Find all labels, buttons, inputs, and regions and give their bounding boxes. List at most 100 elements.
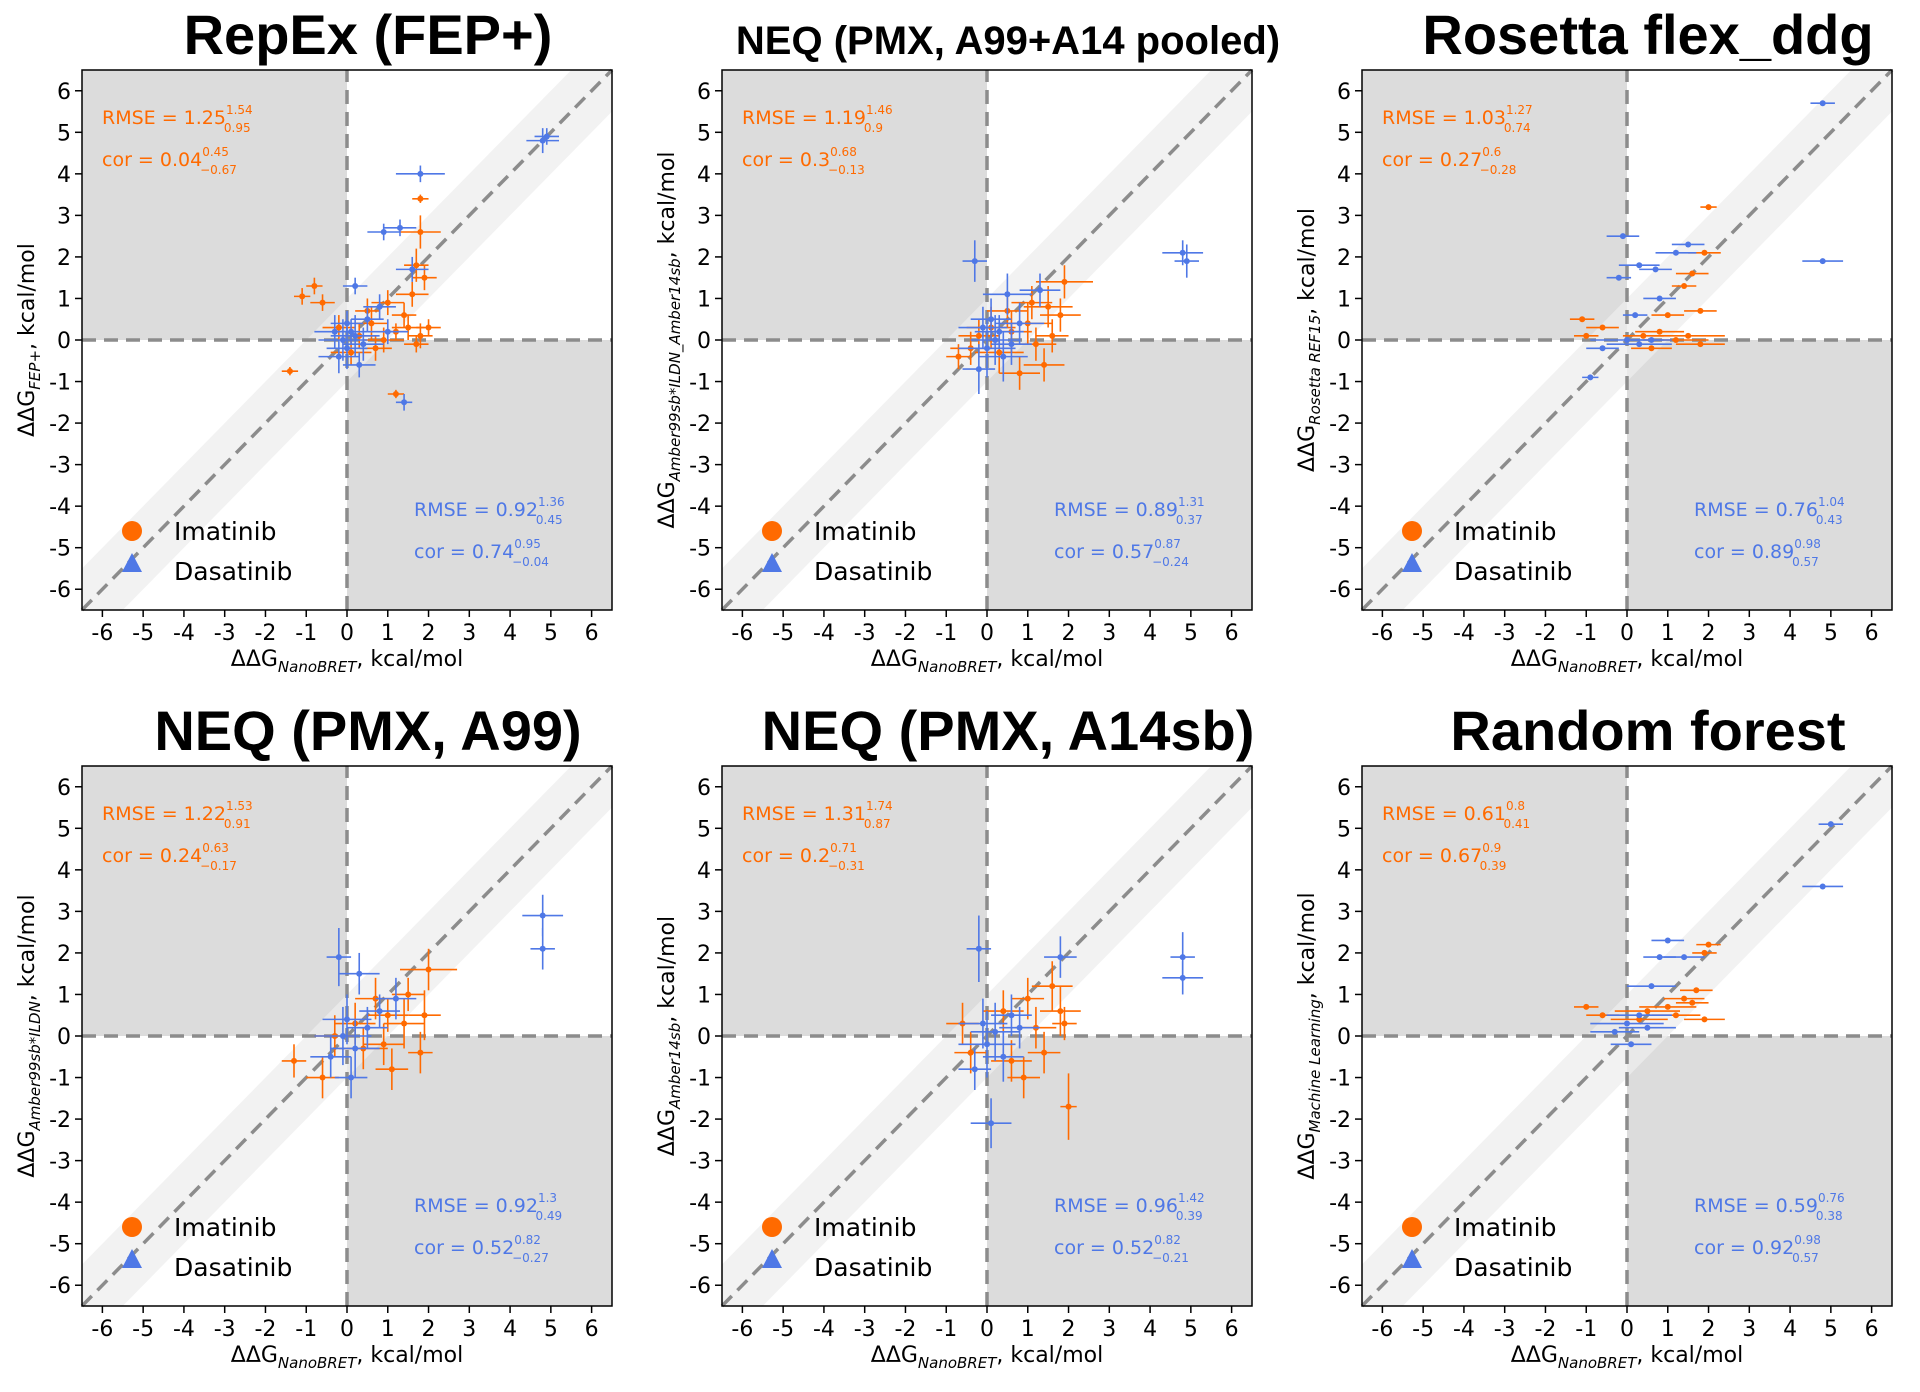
data-point	[306, 277, 323, 295]
quadrant-shade	[1362, 70, 1627, 340]
data-point	[954, 1031, 987, 1074]
point-marker	[1644, 1024, 1651, 1031]
data-point	[1671, 283, 1697, 289]
point-marker	[1061, 1020, 1068, 1027]
panel-repex: RepEx (FEP+) -6 -6 -5 -5 -4 -4 -3 -3 -2 -2 -1 -1 0 0 1 1…	[0, 0, 640, 696]
x-tick-label: 0	[340, 621, 354, 646]
data-point	[1618, 262, 1660, 269]
point-marker	[409, 266, 416, 273]
point-marker	[1819, 258, 1826, 265]
point-marker	[1632, 312, 1639, 319]
point-marker	[286, 368, 293, 375]
dasatinib-rmse: RMSE = 0.590.76 0.38	[1694, 1191, 1845, 1223]
series-imatinib	[1569, 204, 1725, 352]
point-marker	[335, 954, 342, 961]
data-point	[970, 298, 1012, 340]
point-marker	[967, 1049, 974, 1056]
y-tick-label: 0	[697, 1025, 711, 1050]
data-point	[1162, 961, 1204, 995]
quadrant-shade	[347, 340, 612, 610]
data-point	[294, 288, 311, 305]
point-marker	[975, 945, 982, 952]
y-tick-label: -5	[689, 537, 711, 562]
data-point	[1651, 312, 1685, 319]
y-tick-label: 6	[1337, 80, 1351, 105]
x-tick-label: -2	[894, 621, 916, 646]
x-tick-label: -1	[935, 621, 957, 646]
x-tick-label: 2	[422, 621, 436, 646]
point-marker	[1685, 332, 1692, 339]
data-point	[1651, 937, 1685, 944]
point-marker	[1652, 266, 1659, 273]
data-point	[318, 340, 360, 374]
data-point	[958, 1011, 1016, 1078]
point-marker	[384, 299, 391, 306]
x-tick-label: 5	[1184, 621, 1198, 646]
y-tick-label: -3	[689, 1150, 711, 1175]
point-marker	[1664, 1003, 1671, 1010]
point-marker	[1041, 1049, 1048, 1056]
dasatinib-rmse: RMSE = 0.921.3 0.49	[414, 1191, 562, 1223]
x-tick-label: -6	[1371, 1317, 1393, 1342]
data-point	[1574, 332, 1599, 339]
point-marker	[996, 328, 1003, 335]
point-marker	[348, 349, 355, 356]
point-marker	[1701, 1016, 1708, 1023]
quadrant-shade	[987, 1036, 1252, 1306]
point-marker	[364, 1024, 371, 1031]
y-tick-label: 4	[1337, 163, 1351, 188]
data-point	[1019, 273, 1061, 307]
x-tick-label: 3	[1102, 621, 1116, 646]
dasatinib-rmse: RMSE = 0.761.04 0.43	[1694, 495, 1845, 527]
data-point	[991, 994, 1032, 1036]
data-point	[367, 223, 400, 241]
x-tick-label: -4	[1453, 621, 1475, 646]
y-tick-label: 4	[57, 859, 71, 884]
y-tick-label: -3	[1329, 1150, 1351, 1175]
x-tick-label: 1	[1661, 621, 1675, 646]
y-axis-title: ΔΔGAmber99sb*ILDN_Amber14sb, kcal/mol	[655, 152, 685, 529]
chart-title: NEQ (PMX, A99+A14 pooled)	[736, 19, 1280, 63]
point-marker	[971, 258, 978, 265]
y-axis-title: ΔΔGMachine Learning, kcal/mol	[1295, 892, 1324, 1179]
panel-svg: NEQ (PMX, A99) -6 -6 -5 -5 -4 -4 -3 -3 -2 -2 -1 -1 0 0…	[15, 699, 614, 1372]
y-tick-label: -2	[689, 412, 711, 437]
x-tick-label: 2	[1702, 1317, 1716, 1342]
point-marker	[1599, 1012, 1606, 1019]
point-marker	[1016, 1024, 1023, 1031]
point-marker	[364, 316, 371, 323]
point-marker	[1689, 270, 1696, 277]
data-point	[400, 948, 458, 991]
point-marker	[417, 1049, 424, 1056]
quadrant-shade	[347, 1036, 612, 1306]
point-marker	[1619, 233, 1626, 240]
point-marker	[975, 332, 982, 339]
point-marker	[1183, 258, 1190, 265]
y-tick-label: 3	[57, 204, 71, 229]
data-point	[1162, 240, 1204, 266]
y-axis-title: ΔΔGAmber14sb, kcal/mol	[655, 916, 684, 1156]
data-point	[1023, 348, 1065, 382]
data-point	[1040, 986, 1081, 1036]
dasatinib-rmse: RMSE = 0.921.36 0.45	[414, 495, 565, 527]
point-marker	[425, 324, 432, 331]
y-tick-label: 6	[57, 80, 71, 105]
point-marker	[392, 391, 399, 397]
y-tick-label: -5	[689, 1233, 711, 1258]
data-point	[1684, 307, 1717, 314]
point-marker	[1681, 995, 1688, 1002]
data-point	[395, 256, 429, 282]
data-point	[1635, 328, 1685, 335]
point-marker	[1599, 345, 1606, 352]
data-point	[1818, 821, 1844, 828]
x-tick-label: -1	[935, 1317, 957, 1342]
point-marker	[1681, 954, 1688, 961]
data-point	[982, 273, 1032, 316]
data-point	[1696, 941, 1721, 948]
x-tick-label: -4	[1453, 1317, 1475, 1342]
legend-label-imatinib: Imatinib	[1454, 517, 1556, 546]
y-tick-label: -1	[49, 1067, 71, 1092]
y-tick-label: 1	[1337, 287, 1351, 312]
quadrant-shade	[722, 766, 987, 1036]
quadrant-shade	[722, 70, 987, 340]
